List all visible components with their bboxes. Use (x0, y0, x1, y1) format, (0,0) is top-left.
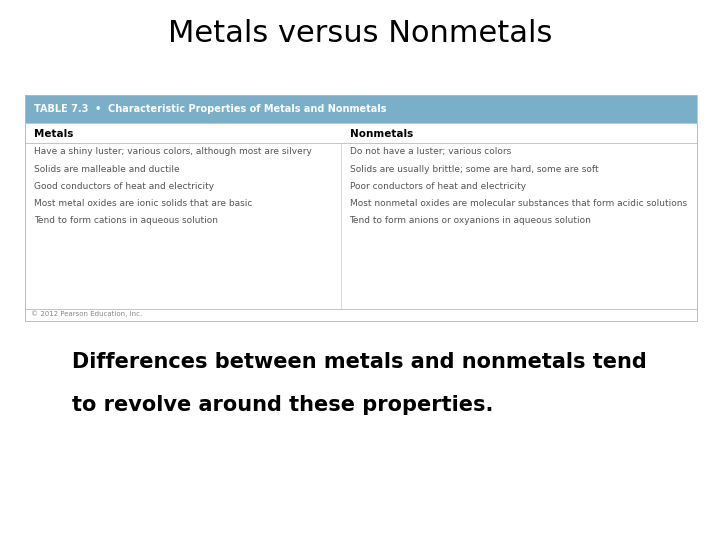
Text: Differences between metals and nonmetals tend: Differences between metals and nonmetals… (72, 352, 647, 372)
Text: Most metal oxides are ionic solids that are basic: Most metal oxides are ionic solids that … (34, 199, 252, 208)
Text: Solids are usually brittle; some are hard, some are soft: Solids are usually brittle; some are har… (350, 165, 598, 173)
Text: to revolve around these properties.: to revolve around these properties. (72, 395, 493, 415)
Text: Metals: Metals (34, 130, 73, 139)
Text: Most nonmetal oxides are molecular substances that form acidic solutions: Most nonmetal oxides are molecular subst… (350, 199, 687, 208)
Text: Tend to form anions or oxyanions in aqueous solution: Tend to form anions or oxyanions in aque… (350, 217, 591, 225)
Text: Solids are malleable and ductile: Solids are malleable and ductile (34, 165, 179, 173)
Text: © 2012 Pearson Education, Inc.: © 2012 Pearson Education, Inc. (31, 310, 143, 317)
Text: Nonmetals: Nonmetals (350, 130, 413, 139)
Text: Poor conductors of heat and electricity: Poor conductors of heat and electricity (350, 182, 526, 191)
FancyBboxPatch shape (25, 94, 697, 123)
Text: TABLE 7.3  •  Characteristic Properties of Metals and Nonmetals: TABLE 7.3 • Characteristic Properties of… (34, 104, 387, 113)
Text: Do not have a luster; various colors: Do not have a luster; various colors (350, 147, 510, 156)
FancyBboxPatch shape (25, 123, 697, 321)
Text: Have a shiny luster; various colors, although most are silvery: Have a shiny luster; various colors, alt… (34, 147, 312, 156)
Text: Good conductors of heat and electricity: Good conductors of heat and electricity (34, 182, 214, 191)
Text: Tend to form cations in aqueous solution: Tend to form cations in aqueous solution (34, 217, 218, 225)
Text: Metals versus Nonmetals: Metals versus Nonmetals (168, 19, 552, 48)
